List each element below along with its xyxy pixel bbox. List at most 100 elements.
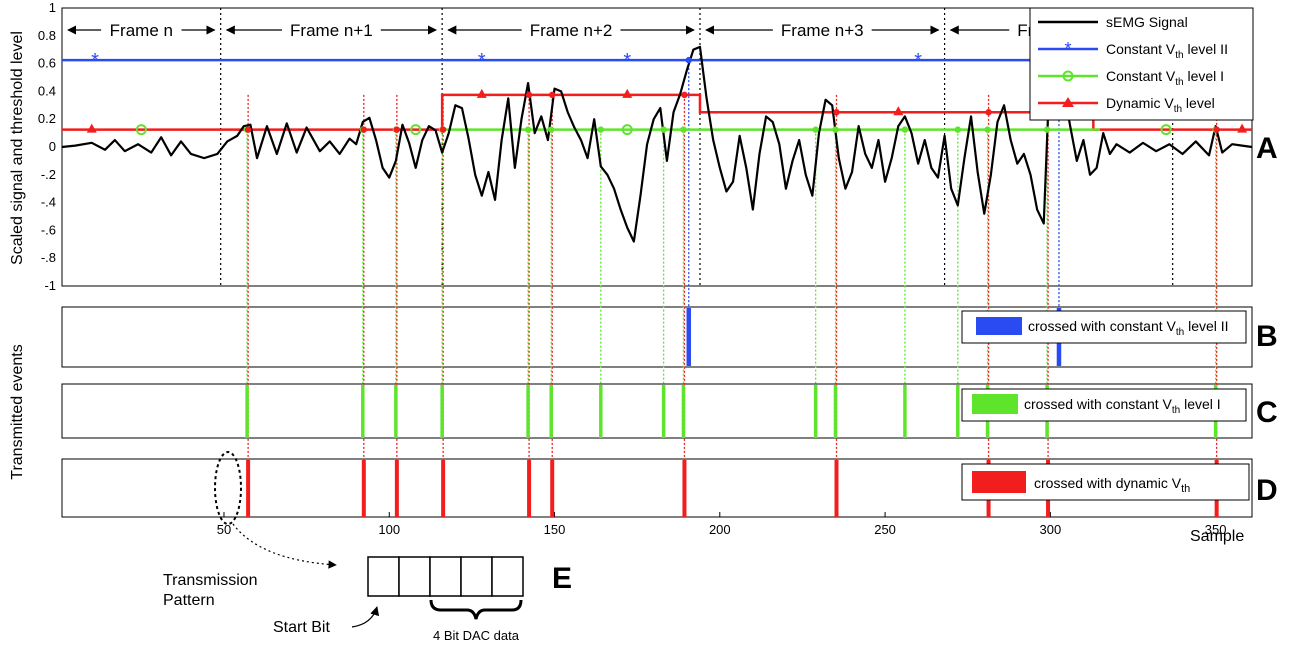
event-legend-c: crossed with constant Vth level I bbox=[961, 388, 1247, 422]
panel-letter-a: A bbox=[1256, 132, 1278, 165]
y-tick-labels: 1 0.8 0.6 0.4 0.2 0 -.2 -.4 -.6 -.8 -1 bbox=[38, 0, 56, 293]
frame-label: Frame n+1 bbox=[290, 21, 373, 40]
y-tick-label: 0.2 bbox=[38, 111, 56, 126]
start-bit-label: Start Bit bbox=[273, 619, 330, 636]
panel-letter-b: B bbox=[1256, 320, 1278, 353]
crossing-dot-level-i bbox=[954, 126, 962, 133]
marker-triangle bbox=[893, 106, 904, 116]
crossing-dot-level-i bbox=[832, 126, 839, 133]
event-bar-c bbox=[245, 385, 249, 438]
legend-circle-marker bbox=[1062, 70, 1074, 82]
marker-triangle bbox=[1237, 123, 1248, 133]
y-tick-label: -.2 bbox=[41, 167, 56, 182]
crossing-dot-level-i bbox=[901, 126, 909, 133]
panel-letter-d: D bbox=[1256, 474, 1278, 507]
marker-triangle bbox=[86, 123, 97, 133]
legend-entry-0: sEMG Signal bbox=[1106, 14, 1188, 30]
x-tick-label: 300 bbox=[1040, 522, 1062, 537]
event-bar-c bbox=[956, 385, 960, 438]
marker-triangle bbox=[476, 88, 487, 98]
event-bar-c bbox=[394, 385, 398, 438]
pattern-pointer-arrow bbox=[232, 523, 337, 569]
x-tick-label: 150 bbox=[544, 522, 566, 537]
crossing-dot-level-i bbox=[1043, 126, 1051, 133]
svg-text:crossed with constant Vth leve: crossed with constant Vth level II bbox=[1028, 318, 1229, 338]
crossing-dot-dynamic bbox=[681, 91, 688, 99]
legend-triangle-marker bbox=[1062, 97, 1074, 107]
event-bar-d bbox=[246, 460, 251, 517]
crossing-dot-dynamic bbox=[393, 126, 401, 133]
frame-label: Frame n+2 bbox=[530, 21, 613, 40]
y-tick-label: 0.6 bbox=[38, 56, 56, 71]
pattern-cell bbox=[460, 556, 493, 597]
transmission-pattern: Transmission Pattern Start Bit 4 Bit DAC… bbox=[163, 556, 524, 643]
event-bar-b bbox=[686, 308, 691, 366]
x-tick-labels: 50 100 150 200 250 300 350 bbox=[217, 512, 1227, 537]
x-tick-label: 350 bbox=[1205, 522, 1227, 537]
crossing-dot-dynamic bbox=[985, 109, 992, 116]
crossing-dot-level-i bbox=[524, 126, 532, 133]
crossing-dot-dynamic bbox=[833, 109, 840, 116]
y-tick-label: -.8 bbox=[41, 250, 56, 265]
crossing-dot-dynamic bbox=[525, 91, 533, 99]
panel-letter-c: C bbox=[1256, 396, 1278, 429]
legend-star-marker: * bbox=[1064, 39, 1071, 59]
y-tick-label: -.6 bbox=[41, 222, 56, 237]
marker-star: * bbox=[91, 50, 99, 72]
svg-text:crossed with constant Vth leve: crossed with constant Vth level I bbox=[1024, 396, 1221, 416]
event-bar-d bbox=[441, 460, 446, 517]
semg-signal-line bbox=[61, 45, 1253, 243]
frame-label: Frame n bbox=[110, 21, 173, 40]
event-bar-c bbox=[661, 385, 666, 438]
pattern-cell bbox=[367, 556, 400, 597]
event-bar-c bbox=[549, 385, 553, 438]
panel-d-axes bbox=[61, 458, 1253, 518]
transmission-pattern-title-1: Transmission bbox=[163, 572, 258, 589]
pattern-cell bbox=[429, 556, 462, 597]
crossing-dot-dynamic bbox=[1213, 126, 1220, 133]
marker-star: * bbox=[478, 50, 486, 72]
crossing-dot-level-i bbox=[548, 126, 555, 133]
frame-label: Frame n+3 bbox=[781, 21, 864, 40]
x-tick-label: 200 bbox=[709, 522, 731, 537]
y-tick-label: 0.4 bbox=[38, 83, 56, 98]
highlight-ellipse bbox=[214, 451, 242, 525]
legend-entry-3: Dynamic Vth level bbox=[1106, 95, 1215, 115]
dac-label: 4 Bit DAC data bbox=[433, 628, 520, 643]
marker-circle bbox=[621, 124, 633, 136]
y-tick-label: -.4 bbox=[41, 195, 56, 210]
x-tick-label: 250 bbox=[874, 522, 896, 537]
marker-triangle bbox=[622, 88, 633, 98]
pattern-cell bbox=[398, 556, 431, 597]
panel-c-axes bbox=[61, 383, 1253, 439]
event-bar-d bbox=[394, 460, 399, 517]
crossing-dot-dynamic bbox=[360, 126, 368, 133]
marker-circle bbox=[135, 124, 147, 136]
y-axis-title: Scaled signal and threshold level bbox=[9, 31, 26, 265]
crossing-dot-dynamic bbox=[549, 91, 556, 99]
event-bar-d bbox=[682, 460, 687, 517]
event-bar-d bbox=[527, 460, 532, 517]
marker-circle bbox=[1160, 124, 1172, 136]
event-bar-c bbox=[681, 385, 686, 438]
panel-letter-e: E bbox=[552, 562, 572, 595]
x-tick-label: 100 bbox=[378, 522, 400, 537]
transmission-pattern-title-2: Pattern bbox=[163, 592, 215, 609]
event-legend-d: crossed with dynamic Vth bbox=[961, 463, 1250, 501]
semg-signal bbox=[61, 45, 1253, 243]
marker-circle bbox=[410, 124, 422, 136]
y-tick-label: 1 bbox=[49, 0, 56, 15]
crossing-dot-level-i bbox=[984, 126, 991, 133]
crossing-dot-dynamic bbox=[244, 126, 252, 133]
crossing-dot-level-i bbox=[680, 126, 687, 133]
pattern-cells bbox=[367, 556, 524, 597]
event-bar-c bbox=[440, 385, 444, 438]
crossing-dot-level-i bbox=[660, 126, 667, 133]
y-tick-label: 0 bbox=[49, 139, 56, 154]
legend-entry-1: Constant Vth level II bbox=[1106, 41, 1228, 61]
event-bar-c bbox=[833, 385, 838, 438]
event-legend-b: crossed with constant Vth level II bbox=[961, 310, 1247, 344]
crossing-dot-level-i bbox=[597, 126, 605, 133]
